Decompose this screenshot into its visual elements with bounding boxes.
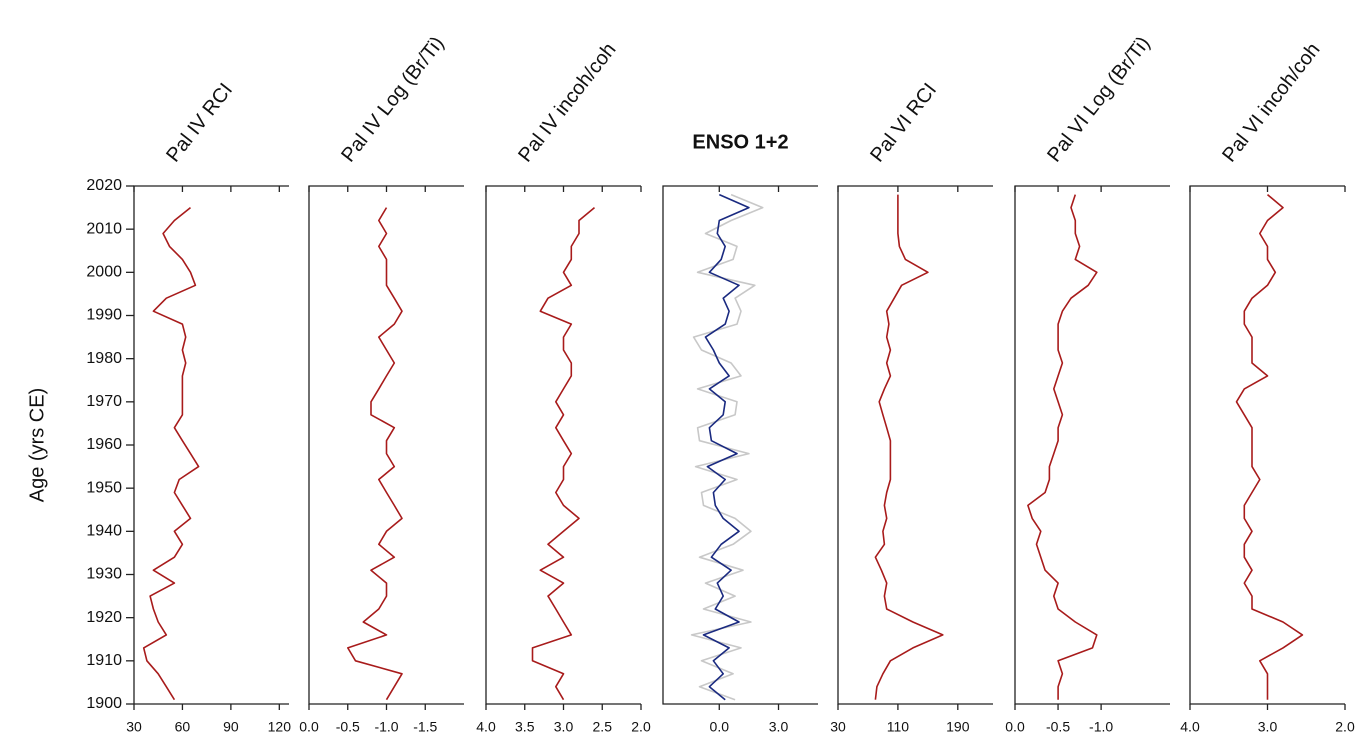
- y-tick-label: 1950: [86, 479, 122, 496]
- y-tick-label: 1990: [86, 307, 122, 324]
- x-tick-label: 2.0: [631, 719, 651, 735]
- series-line: [347, 207, 403, 701]
- x-tick-label: 110: [887, 719, 910, 735]
- y-tick-label: 1970: [86, 393, 122, 410]
- y-tick-label: 2000: [86, 264, 122, 281]
- panel-axes: [1014, 185, 1170, 705]
- x-tick-label: 3.0: [769, 719, 789, 735]
- x-tick-label: 2.0: [1335, 719, 1355, 735]
- y-tick-label: 1900: [86, 695, 122, 712]
- series-line: [690, 193, 764, 701]
- x-tick-label: -0.5: [1046, 719, 1070, 735]
- panel-title: ENSO 1+2: [692, 131, 788, 153]
- x-tick-label: 4.0: [476, 719, 496, 735]
- x-tick-label: 30: [126, 719, 142, 735]
- x-tick-label: -1.0: [374, 719, 398, 735]
- panel-title: Pal IV Log (Br/Ti): [337, 33, 448, 167]
- x-tick-label: 90: [223, 719, 239, 735]
- y-tick-label: 1910: [86, 652, 122, 669]
- x-tick-label: 0.0: [710, 719, 730, 735]
- series-line: [702, 193, 750, 701]
- y-tick-label: 2020: [86, 177, 122, 194]
- panel-axes: [133, 185, 289, 705]
- x-tick-label: 2.5: [593, 719, 613, 735]
- y-tick-label: 1920: [86, 609, 122, 626]
- x-tick-label: 60: [175, 719, 191, 735]
- series-line: [874, 194, 944, 700]
- series-line: [1235, 193, 1304, 700]
- x-tick-label: 3.5: [515, 719, 535, 735]
- panel-axes: [837, 185, 993, 705]
- panel-title: Pal IV incoh/coh: [514, 39, 620, 166]
- x-tick-label: -0.5: [336, 719, 360, 735]
- y-tick-label: 1930: [86, 566, 122, 583]
- x-tick-label: 0.0: [299, 719, 319, 735]
- series-line: [531, 206, 596, 701]
- series-line: [1027, 194, 1098, 700]
- y-tick-label: 1960: [86, 436, 122, 453]
- x-tick-label: 3.0: [554, 719, 574, 735]
- y-tick-label: 1940: [86, 523, 122, 540]
- x-tick-label: 0.0: [1005, 719, 1025, 735]
- x-tick-label: 190: [946, 719, 970, 735]
- x-tick-label: 30: [830, 719, 846, 735]
- y-tick-label: 2010: [86, 220, 122, 237]
- panel-axes: [1189, 185, 1345, 705]
- panel-title: Pal VI RCI: [866, 79, 941, 166]
- y-axis-label: Age (yrs CE): [26, 388, 48, 502]
- panel-title: Pal IV RCI: [162, 79, 237, 166]
- panel-axes: [485, 185, 641, 705]
- panel-title: Pal VI Log (Br/Ti): [1043, 33, 1154, 167]
- x-tick-label: -1.0: [1089, 719, 1113, 735]
- x-tick-label: -1.5: [413, 719, 437, 735]
- y-tick-label: 1980: [86, 350, 122, 367]
- series-line: [142, 206, 200, 701]
- x-tick-label: 120: [268, 719, 292, 735]
- panel-title: Pal VI incoh/coh: [1218, 39, 1324, 166]
- panel-axes: [662, 185, 818, 705]
- x-tick-label: 4.0: [1180, 719, 1200, 735]
- x-tick-label: 3.0: [1258, 719, 1278, 735]
